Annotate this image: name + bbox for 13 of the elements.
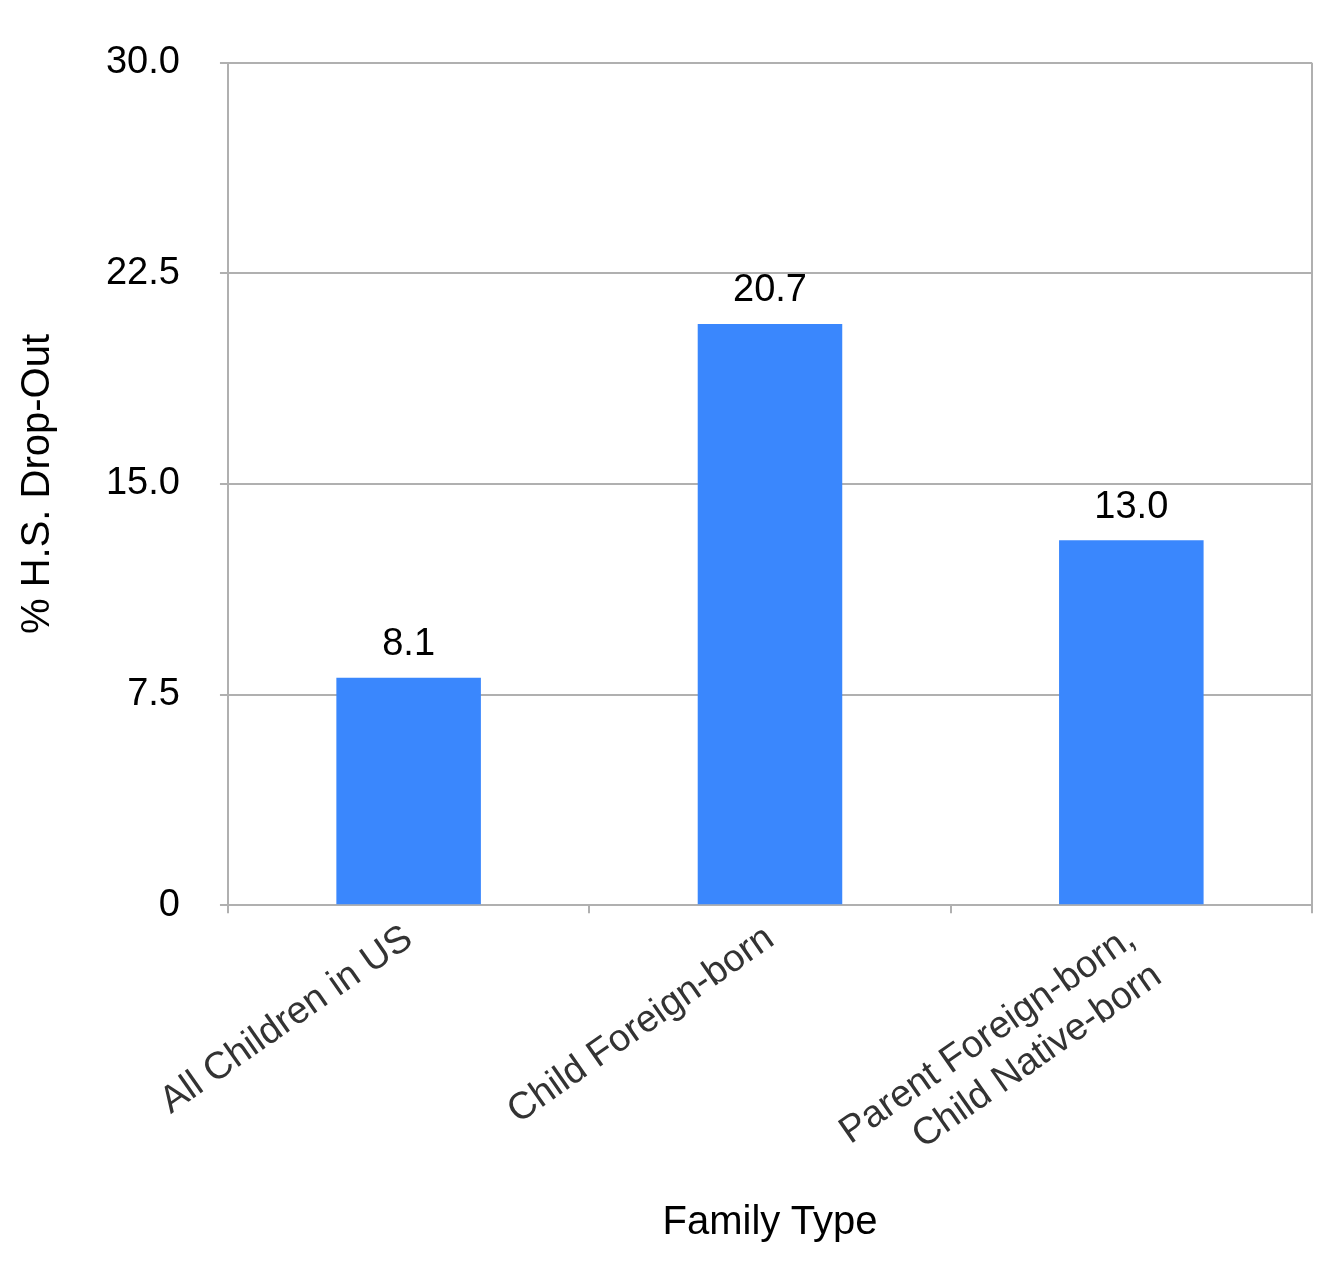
bar	[1059, 540, 1204, 905]
y-tick-label: 15.0	[105, 460, 180, 503]
bar	[697, 323, 843, 905]
y-tick-label: 7.5	[127, 671, 180, 714]
data-label: 20.7	[733, 267, 807, 310]
y-axis-title: % H.S. Drop-Out	[13, 333, 58, 635]
bar	[336, 677, 481, 905]
data-label: 8.1	[382, 621, 436, 664]
x-axis-title: Family Type	[662, 1198, 878, 1243]
y-tick-label: 22.5	[105, 249, 180, 292]
data-label: 13.0	[1094, 483, 1169, 526]
y-tick-label: 30.0	[105, 39, 180, 82]
y-tick-label: 0	[158, 881, 180, 924]
